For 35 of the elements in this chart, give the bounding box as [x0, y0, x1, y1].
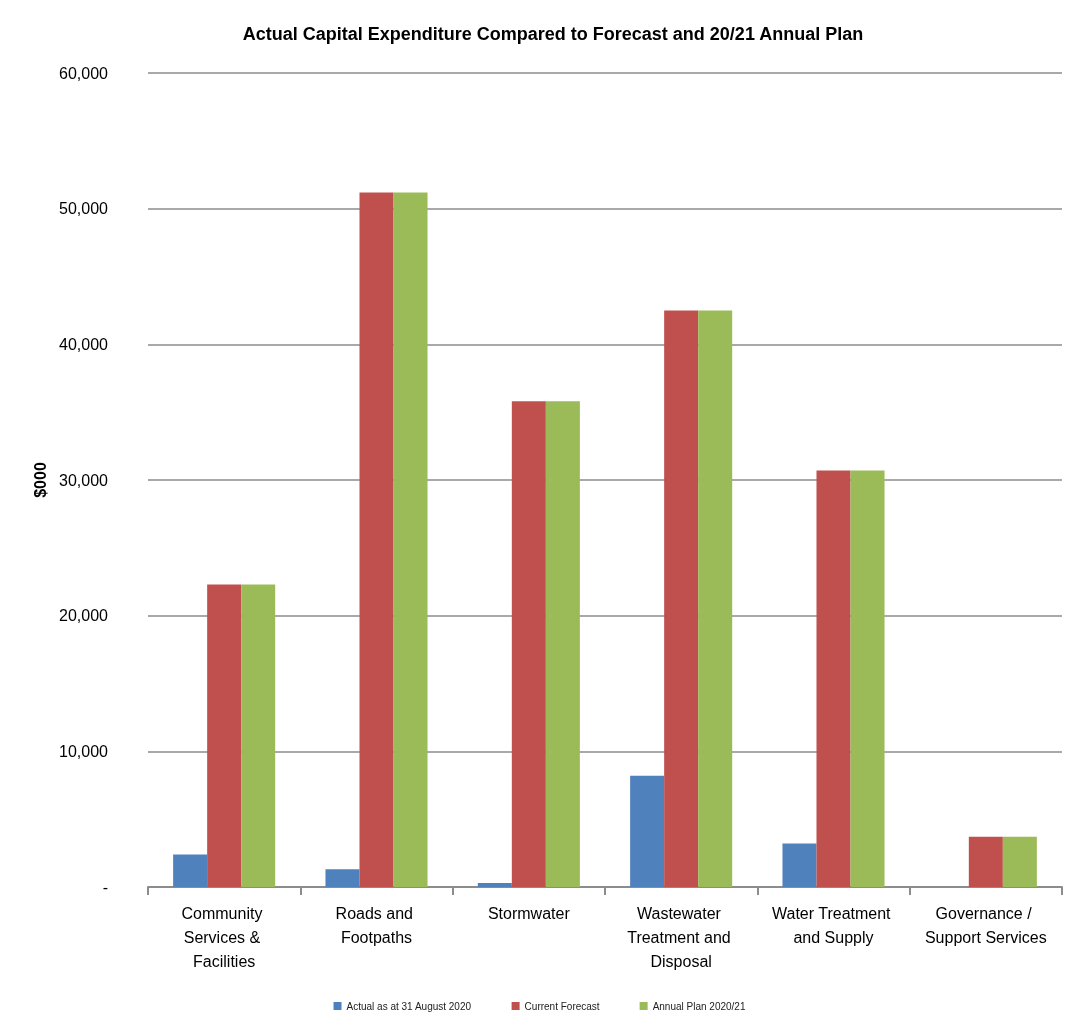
- bar: [359, 192, 394, 887]
- chart-title: Actual Capital Expenditure Compared to Forecast and 20/21 Annual Plan: [242, 24, 864, 44]
- x-tick-label: Roads and Footpaths: [335, 904, 418, 946]
- bar: [545, 401, 580, 887]
- y-tick-label: 60,000: [59, 64, 109, 82]
- legend-label: Actual as at 31 August 2020: [346, 1000, 472, 1012]
- x-tick-label: Water Treatment and Supply: [772, 904, 895, 946]
- y-tick-label: 50,000: [59, 200, 109, 218]
- y-tick-label: -: [102, 878, 108, 896]
- bar: [173, 854, 208, 887]
- y-tick-label: 20,000: [59, 607, 109, 625]
- y-tick-label: 30,000: [59, 471, 109, 489]
- bar: [698, 310, 733, 887]
- x-tick-label: Stormwater: [487, 904, 571, 922]
- legend-label: Current Forecast: [524, 1000, 600, 1012]
- x-tick-label: Wastewater Treatment and Disposal: [627, 904, 736, 970]
- bar: [325, 869, 360, 887]
- bar: [241, 584, 276, 887]
- bar: [968, 836, 1003, 887]
- bar: [816, 470, 851, 887]
- bar: [782, 843, 817, 887]
- bar: [511, 401, 546, 887]
- bar: [1002, 836, 1037, 887]
- y-tick-label: 40,000: [59, 335, 109, 353]
- y-tick-label: 10,000: [59, 742, 109, 760]
- bar: [630, 775, 665, 887]
- bar: [477, 882, 512, 887]
- x-tick-label: Governance / Support Services: [924, 904, 1047, 946]
- bar: [393, 192, 428, 887]
- y-axis-title: $000: [31, 462, 49, 498]
- x-tick-label: Community Services & Facilities: [181, 904, 267, 970]
- bar: [664, 310, 699, 887]
- bar: [207, 584, 242, 887]
- legend-label: Annual Plan 2020/21: [652, 1000, 746, 1012]
- bar: [850, 470, 885, 887]
